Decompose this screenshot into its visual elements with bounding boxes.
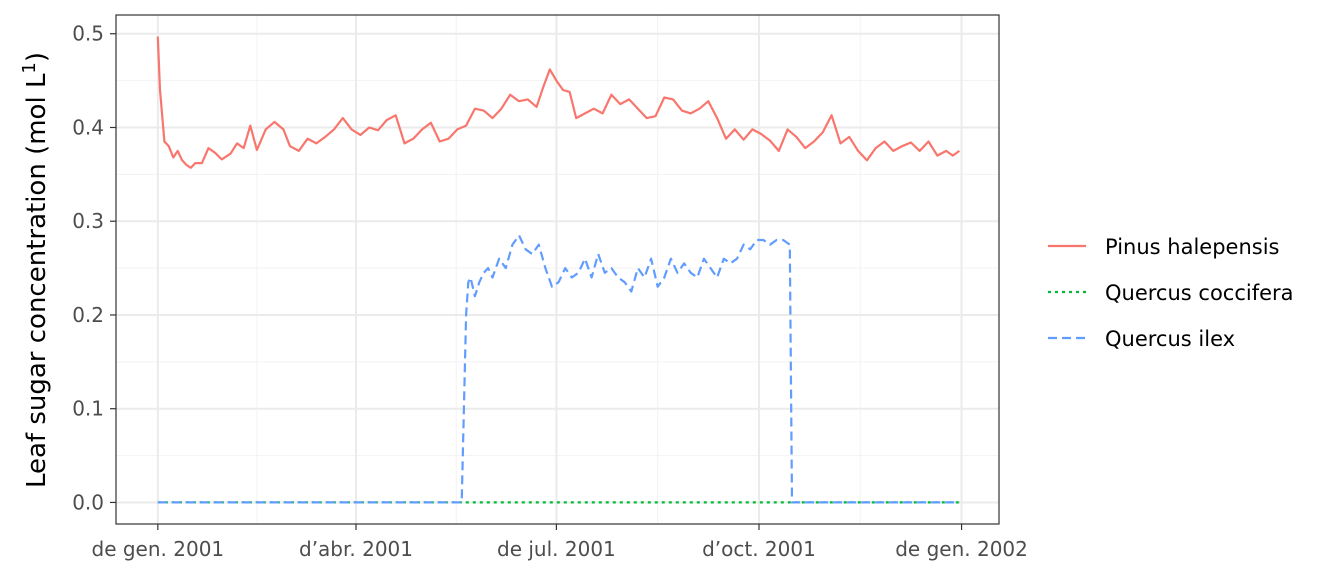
y-tick-label: 0.3 <box>72 209 104 233</box>
y-tick-label: 0.2 <box>72 303 104 327</box>
axis-layer: de gen. 2001 d’abr. 2001 de jul. 2001 d’oct… <box>72 22 1028 561</box>
series-line-pinus-halepensis <box>156 36 961 169</box>
y-tick-label: 0.4 <box>72 115 104 139</box>
y-tick-label: 0.0 <box>72 490 104 514</box>
x-tick-label: de gen. 2001 <box>92 537 225 561</box>
y-axis-title-close: ) <box>22 52 52 62</box>
y-tick-label: 0.5 <box>72 22 104 46</box>
plot-panel-border <box>115 14 1000 525</box>
legend-label-quercus-coccifera: Quercus coccifera <box>1105 281 1294 305</box>
legend-label-pinus-halepensis: Pinus halepensis <box>1105 235 1279 259</box>
legend-label-quercus-ilex: Quercus ilex <box>1105 327 1235 351</box>
y-tick-label: 0.1 <box>72 397 104 421</box>
series-layer <box>156 36 961 504</box>
x-tick-label: d’oct. 2001 <box>702 537 816 561</box>
y-axis-title: Leaf sugar concentration (mol L1) <box>19 52 52 488</box>
minor-gridlines <box>116 15 999 524</box>
x-tick-label: d’abr. 2001 <box>299 537 413 561</box>
x-tick-label: de jul. 2001 <box>497 537 616 561</box>
y-axis-title-main: Leaf sugar concentration (mol L <box>22 73 52 488</box>
x-tick-label: de gen. 2002 <box>895 537 1028 561</box>
legend: Pinus halepensis Quercus coccifera Quercus… <box>1048 235 1294 351</box>
y-axis-title-superscript: 1 <box>19 62 40 73</box>
